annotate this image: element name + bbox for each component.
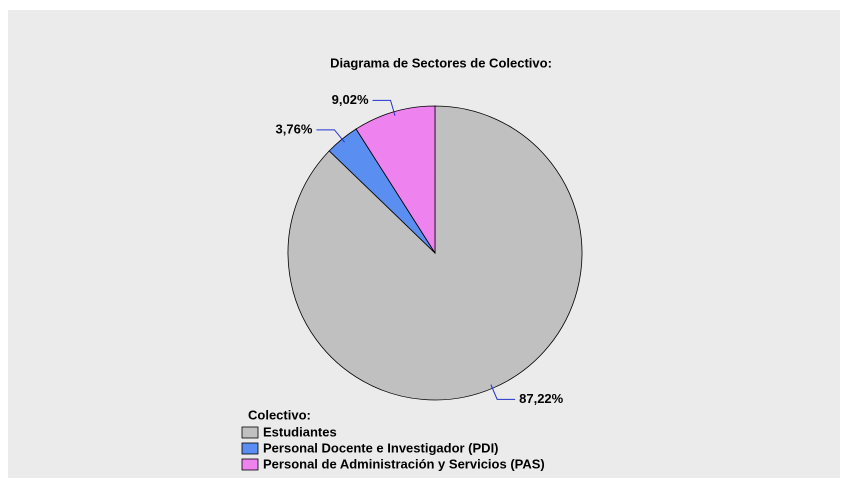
leader-line [316, 129, 345, 143]
legend-label: Estudiantes [263, 424, 337, 439]
chart-title: Diagrama de Sectores de Colectivo: [330, 55, 552, 70]
data-label: 9,02% [332, 92, 369, 107]
leader-line [372, 99, 396, 116]
legend-swatch [241, 442, 259, 455]
data-label: 87,22% [519, 391, 564, 406]
data-label: 3,76% [276, 121, 313, 136]
legend-swatch [241, 426, 259, 439]
legend-label: Personal Docente e Investigador (PDI) [263, 440, 499, 455]
legend-label: Personal de Administración y Servicios (… [263, 456, 545, 471]
leader-line [490, 384, 516, 400]
legend-swatch [241, 458, 259, 471]
legend-title: Colectivo: [248, 407, 311, 422]
